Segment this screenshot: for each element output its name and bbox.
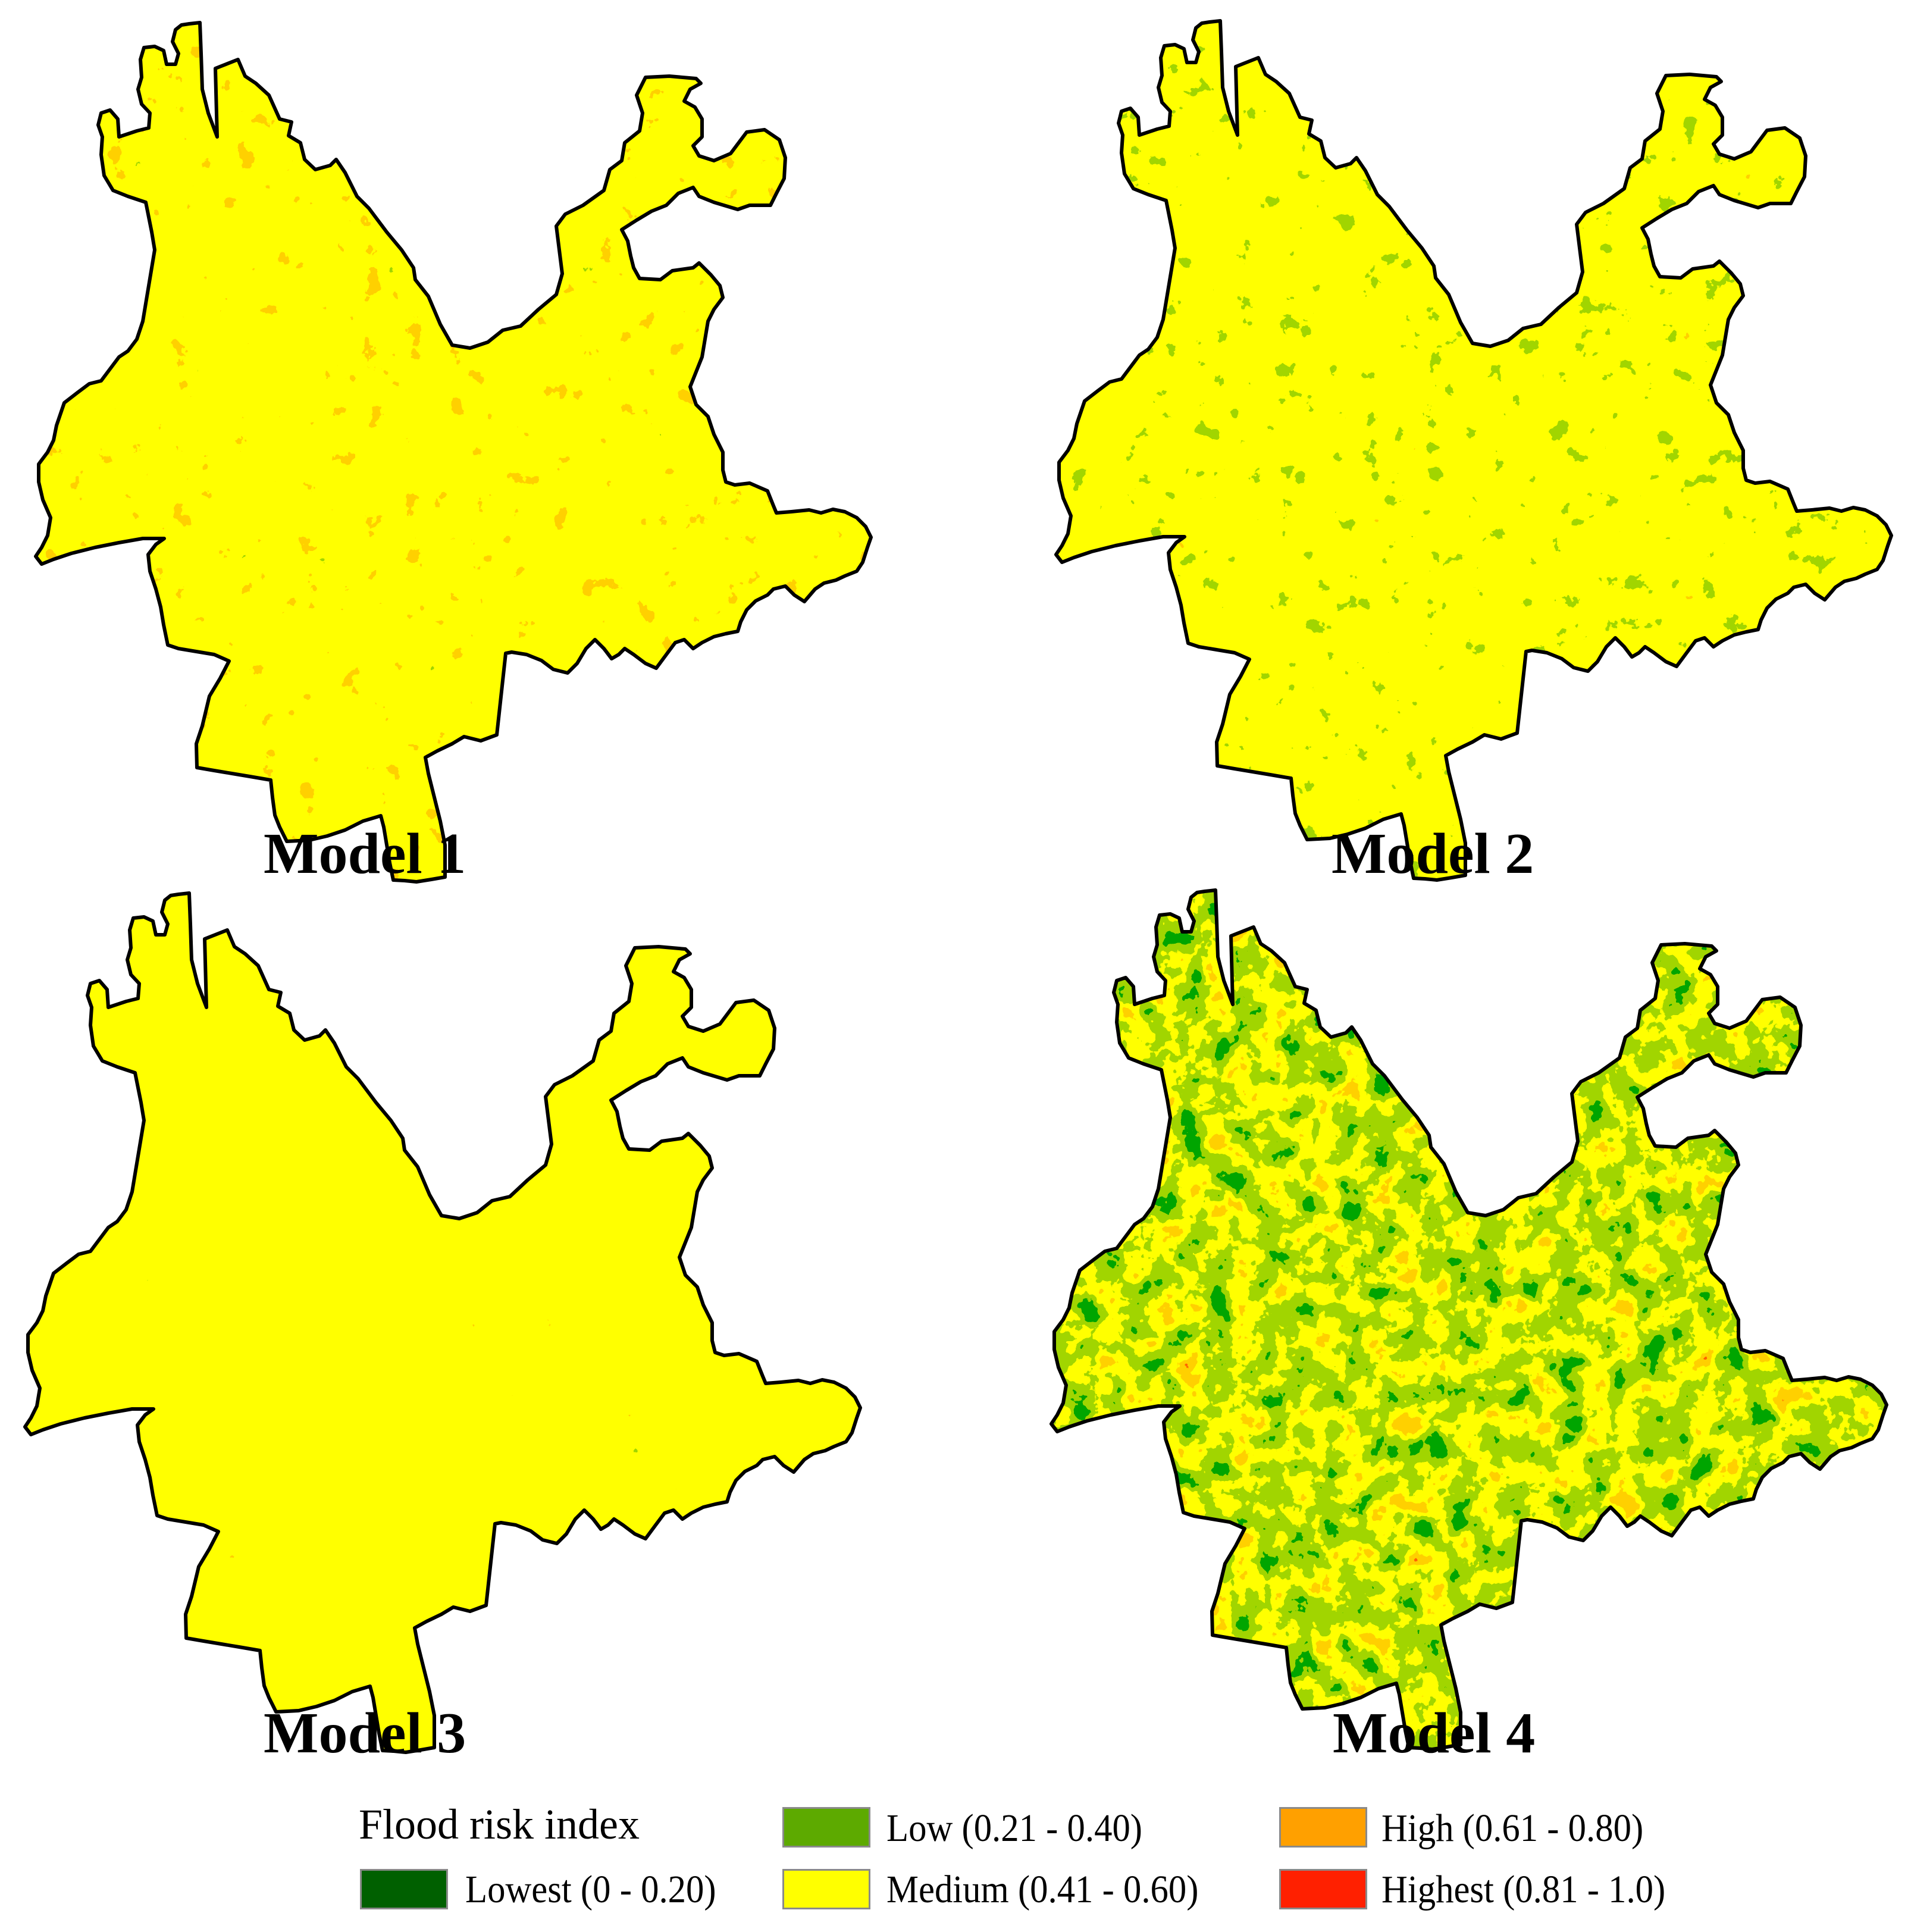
legend-label-lowest: Lowest (0 - 0.20) [465, 1868, 716, 1911]
panel-label-model1: Model 1 [264, 822, 466, 886]
legend-label-high: High (0.61 - 0.80) [1381, 1806, 1644, 1850]
map-panel-model2 [1020, 0, 1911, 891]
legend-swatch-low [782, 1807, 870, 1848]
legend-swatch-highest [1279, 1869, 1367, 1909]
legend-swatch-lowest [360, 1869, 448, 1909]
legend-label-highest: Highest (0.81 - 1.0) [1381, 1868, 1666, 1911]
legend-swatch-high [1279, 1807, 1367, 1848]
risk-raster [1051, 890, 1887, 1749]
map-panel-model1 [0, 0, 904, 893]
panel-label-model4: Model 4 [1333, 1701, 1536, 1765]
panel-label-model3: Model 3 [264, 1701, 466, 1765]
legend-swatch-medium [782, 1869, 870, 1909]
legend-label-low: Low (0.21 - 0.40) [886, 1806, 1143, 1850]
legend-label-medium: Medium (0.41 - 0.60) [886, 1868, 1199, 1911]
panel-label-model2: Model 2 [1332, 822, 1534, 886]
map-panel-model4 [1016, 868, 1911, 1760]
risk-raster [1056, 21, 1891, 880]
legend-title: Flood risk index [359, 1801, 640, 1848]
map-panel-model3 [0, 871, 894, 1763]
